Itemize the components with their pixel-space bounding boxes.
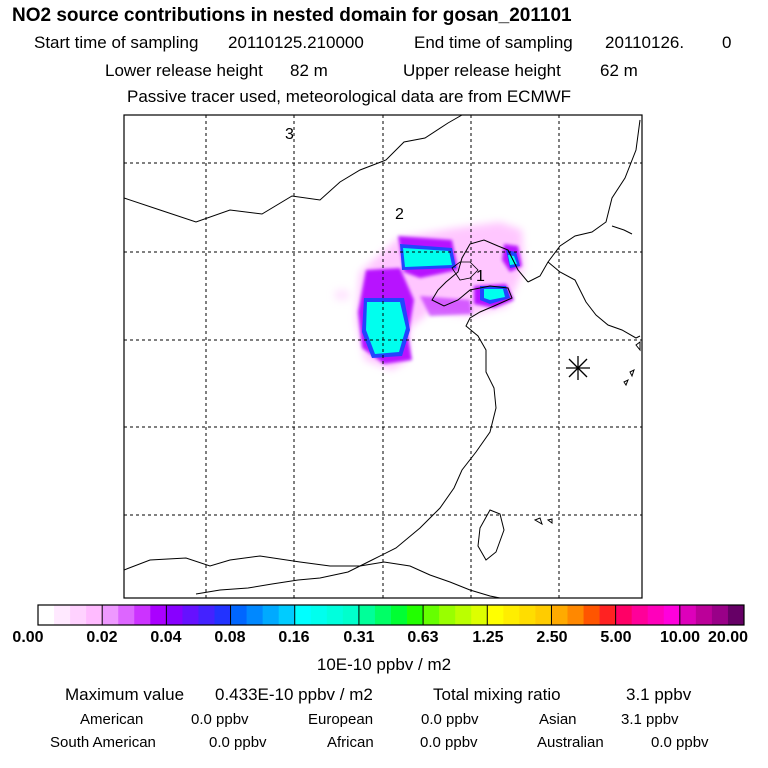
colorbar-swatch xyxy=(230,605,247,625)
colorbar-swatch xyxy=(214,605,231,625)
colorbar-label-10: 10.00 xyxy=(659,629,701,646)
upper-release-value: 62 m xyxy=(600,61,638,80)
colorbar-label-3: 0.08 xyxy=(214,629,246,646)
total-mixing-label: Total mixing ratio xyxy=(433,685,561,704)
african-value: 0.0 ppbv xyxy=(420,734,478,751)
colorbar-swatch xyxy=(246,605,264,625)
colorbar-swatch xyxy=(278,605,296,625)
colorbar-label-1: 0.02 xyxy=(86,629,118,646)
south-american-label: South American xyxy=(50,734,156,751)
american-label: American xyxy=(80,711,144,728)
colorbar-swatch xyxy=(599,605,617,625)
colorbar-label-8: 2.50 xyxy=(536,629,568,646)
colorbar-label-5: 0.31 xyxy=(343,629,375,646)
end-time-suffix: 0 xyxy=(722,33,732,52)
colorbar-swatch xyxy=(262,605,280,625)
colorbar-swatch xyxy=(455,605,472,625)
plume-cyan-core xyxy=(366,248,517,354)
colorbar-units: 10E-10 ppbv / m2 xyxy=(316,655,452,674)
colorbar-swatch xyxy=(310,605,328,625)
european-value: 0.0 ppbv xyxy=(421,711,479,728)
max-value-label: Maximum value xyxy=(65,685,185,704)
start-time-value: 20110125.210000 xyxy=(228,33,364,52)
site-marker-3: 3 xyxy=(285,126,294,143)
colorbar-swatch xyxy=(551,605,568,625)
max-value: 0.433E-10 ppbv / m2 xyxy=(215,685,373,704)
colorbar-swatch xyxy=(358,605,376,625)
colorbar-swatch xyxy=(503,605,520,625)
colorbar-swatch xyxy=(134,605,151,625)
colorbar-swatch xyxy=(391,605,408,625)
lower-release-label: Lower release height xyxy=(105,61,263,80)
colorbar-swatch xyxy=(342,605,360,625)
colorbar-swatch xyxy=(70,605,87,625)
colorbar-label-0: 0.00 xyxy=(12,629,44,646)
map-frame xyxy=(123,114,643,599)
colorbar-swatch xyxy=(102,605,119,625)
total-mixing-value: 3.1 ppbv xyxy=(626,685,692,704)
colorbar-swatch xyxy=(615,605,633,625)
colorbar-swatch xyxy=(535,605,552,625)
colorbar-swatch xyxy=(86,605,103,625)
colorbar-swatch xyxy=(583,605,600,625)
upper-release-label: Upper release height xyxy=(403,61,561,80)
colorbar-swatch xyxy=(118,605,135,625)
colorbar-swatch xyxy=(711,605,729,625)
colorbar xyxy=(38,605,745,625)
colorbar-swatch xyxy=(326,605,344,625)
colorbar-swatch xyxy=(487,605,504,625)
receptor-asterisk-icon xyxy=(566,356,590,380)
site-marker-2: 2 xyxy=(395,206,404,223)
colorbar-swatch xyxy=(294,605,312,625)
end-time-label: End time of sampling xyxy=(414,33,573,52)
colorbar-swatch xyxy=(407,605,424,625)
colorbar-swatch xyxy=(519,605,536,625)
coastline xyxy=(124,115,641,598)
colorbar-swatch xyxy=(695,605,713,625)
colorbar-label-7: 1.25 xyxy=(472,629,504,646)
end-time-value: 20110126. xyxy=(605,33,685,52)
lat-lon-grid xyxy=(124,115,642,598)
colorbar-swatch xyxy=(647,605,665,625)
colorbar-label-2: 0.04 xyxy=(150,629,182,646)
colorbar-label-11: 20.00 xyxy=(707,629,749,646)
colorbar-swatch xyxy=(166,605,183,625)
colorbar-frame xyxy=(37,604,745,626)
start-time-label: Start time of sampling xyxy=(34,33,199,52)
colorbar-swatch xyxy=(182,605,199,625)
plot-title: NO2 source contributions in nested domai… xyxy=(12,5,572,26)
colorbar-label-9: 5.00 xyxy=(600,629,632,646)
colorbar-swatch xyxy=(54,605,71,625)
asian-value: 3.1 ppbv xyxy=(621,711,679,728)
colorbar-swatch xyxy=(439,605,456,625)
colorbar-swatch xyxy=(631,605,649,625)
american-value: 0.0 ppbv xyxy=(191,711,249,728)
colorbar-swatch xyxy=(663,605,681,625)
australian-label: Australian xyxy=(537,734,604,751)
african-label: African xyxy=(327,734,374,751)
colorbar-swatch xyxy=(567,605,584,625)
lower-release-value: 82 m xyxy=(290,61,328,80)
colorbar-swatch xyxy=(679,605,697,625)
meteorology-note: Passive tracer used, meteorological data… xyxy=(127,87,572,106)
asian-label: Asian xyxy=(539,711,577,728)
colorbar-swatch xyxy=(423,605,440,625)
colorbar-swatch xyxy=(727,605,745,625)
site-marker-1: 1 xyxy=(476,268,485,285)
colorbar-swatch xyxy=(150,605,167,625)
colorbar-swatch xyxy=(198,605,215,625)
south-american-value: 0.0 ppbv xyxy=(209,734,267,751)
european-label: European xyxy=(308,711,374,728)
colorbar-label-4: 0.16 xyxy=(278,629,310,646)
colorbar-label-6: 0.63 xyxy=(407,629,439,646)
colorbar-swatch xyxy=(38,605,55,625)
colorbar-swatch xyxy=(471,605,488,625)
colorbar-swatch xyxy=(374,605,392,625)
australian-value: 0.0 ppbv xyxy=(651,734,709,751)
